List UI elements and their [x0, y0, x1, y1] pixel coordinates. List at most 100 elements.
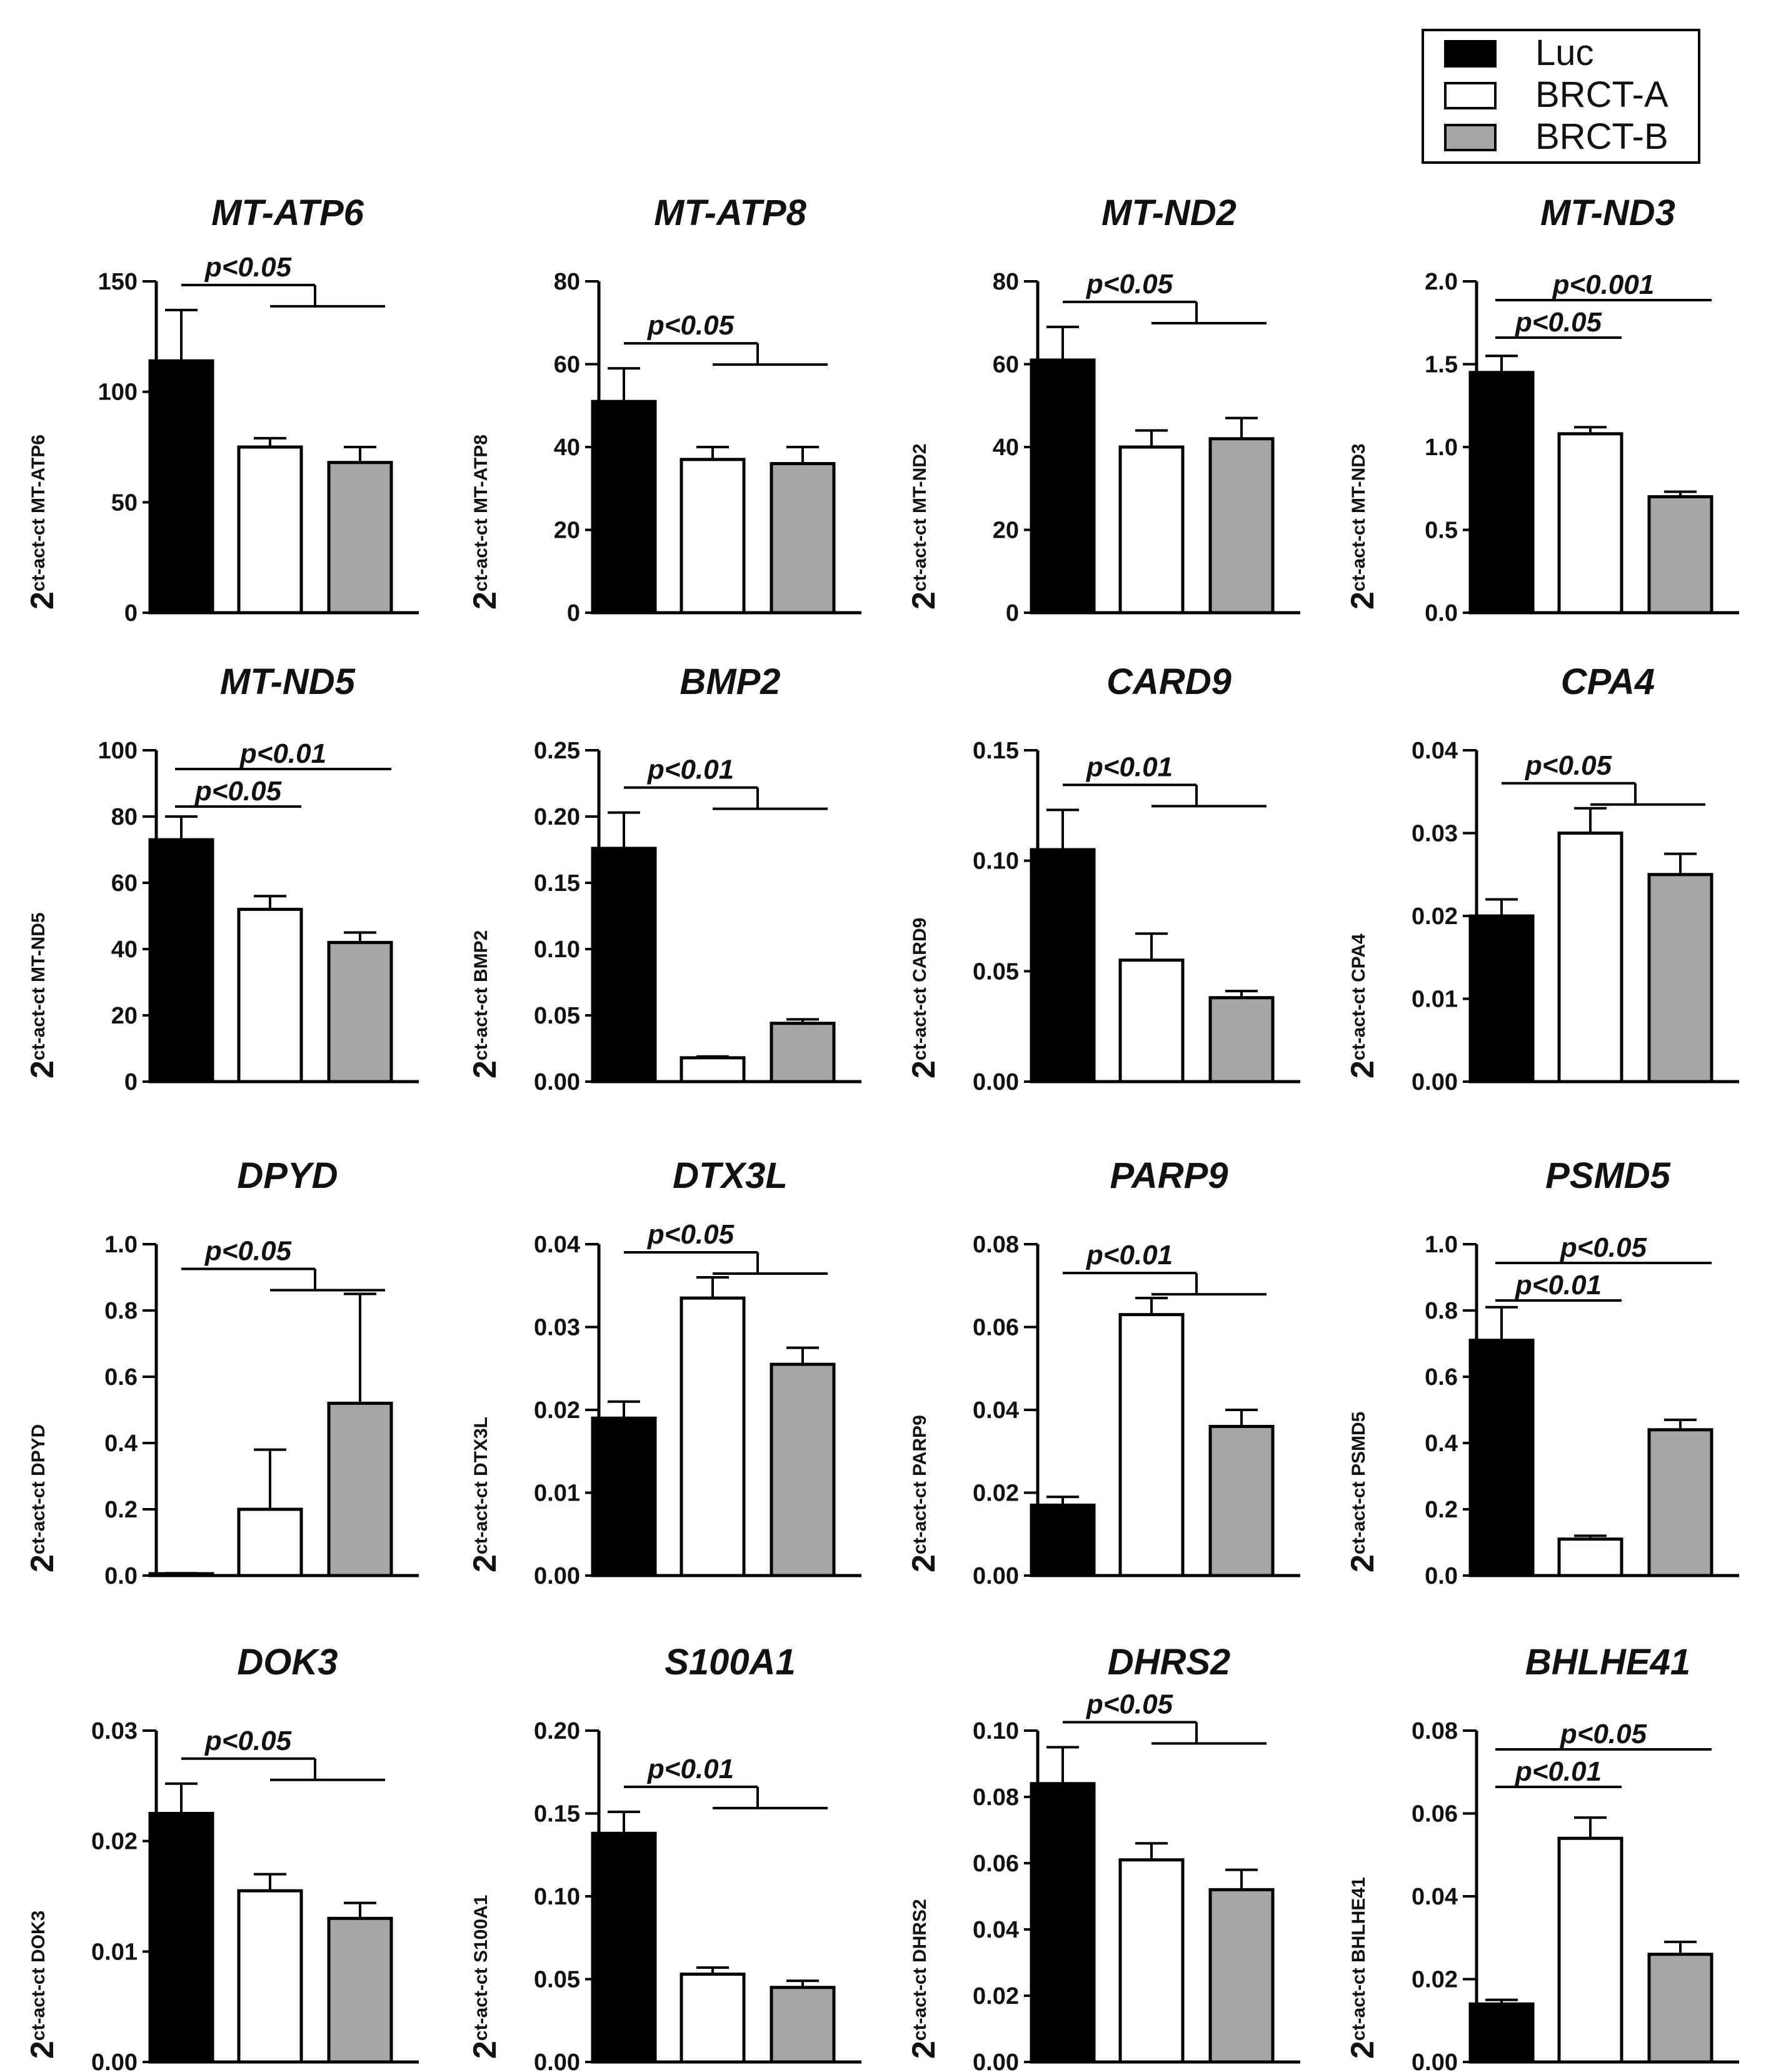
y-tick-label: 0.20 — [534, 804, 580, 830]
bar-brct-b — [1647, 1953, 1713, 2064]
y-tick-label: 40 — [554, 435, 580, 461]
y-tick-label: 0.6 — [1425, 1364, 1458, 1391]
panel-title: MT-ATP8 — [654, 193, 807, 233]
y-axis-label-exponent: ct-act-ct MT-ND3 — [1348, 443, 1369, 591]
y-tick-label: 0 — [124, 1069, 138, 1095]
y-tick-label: 0.01 — [91, 1939, 138, 1965]
y-tick-label: 0.04 — [1412, 738, 1458, 764]
y-axis-label: 2ct-act-ct BHLHE41 — [1345, 1877, 1381, 2059]
y-tick-label: 0.04 — [973, 1397, 1019, 1424]
sig-label: p<0.05 — [194, 776, 282, 807]
y-tick-label: 0.04 — [1412, 1884, 1458, 1910]
bar-luc — [1030, 358, 1096, 615]
y-tick-label: 0 — [1006, 600, 1019, 626]
y-axis-label: 2ct-act-ct CARD9 — [906, 918, 942, 1079]
bar-brct-b — [1647, 495, 1713, 615]
y-axis-label-base: 2 — [1345, 1554, 1381, 1572]
y-tick-label: 0.0 — [1425, 600, 1458, 626]
sig-label: p<0.01 — [1515, 1270, 1602, 1300]
bar-brct-b — [327, 1916, 393, 2064]
y-tick-label: 40 — [993, 435, 1019, 461]
y-axis-label-exponent: ct-act-ct MT-ND2 — [910, 443, 930, 591]
chart-panel-card9: CARD9 0.00 0.05 0.10 0.15 2ct-act-ct CARD9 p<0… — [906, 661, 1300, 1095]
bar-brct-b — [327, 461, 393, 615]
y-axis-label: 2ct-act-ct MT-ND3 — [1345, 443, 1381, 610]
y-tick-label: 150 — [98, 269, 138, 295]
y-tick-label: 0.08 — [1412, 1718, 1458, 1744]
y-tick-label: 40 — [111, 937, 138, 963]
bar-brct-a — [237, 445, 303, 615]
sig-label: p<0.01 — [1086, 752, 1173, 782]
y-tick-label: 20 — [993, 518, 1019, 544]
y-axis-label: 2ct-act-ct DTX3L — [467, 1417, 503, 1572]
bar-brct-b — [770, 1022, 836, 1084]
bar-brct-a — [1557, 432, 1623, 615]
bar-luc — [591, 400, 657, 615]
y-tick-label: 0 — [124, 600, 138, 626]
bar-luc — [148, 838, 214, 1084]
panel-title: DPYD — [237, 1155, 338, 1196]
bar-brct-b — [1208, 437, 1275, 615]
y-tick-label: 0.02 — [973, 1983, 1019, 2009]
y-tick-label: 0.00 — [973, 1069, 1019, 1095]
chart-panel-dok3: DOK3 0.00 0.01 0.02 0.03 2ct-act-ct DOK3 p<0.0… — [24, 1642, 419, 2072]
y-axis-label-exponent: ct-act-ct PSMD5 — [1348, 1412, 1369, 1554]
y-tick-label: 0 — [567, 600, 580, 626]
y-tick-label: 0.03 — [1412, 821, 1458, 847]
sig-label: p<0.05 — [1560, 1719, 1647, 1749]
y-axis-label-base: 2 — [906, 1060, 942, 1079]
y-tick-label: 0.4 — [1425, 1431, 1458, 1457]
bar-brct-a — [1118, 958, 1185, 1084]
y-tick-label: 0.6 — [104, 1364, 138, 1391]
bar-brct-a — [1557, 1836, 1623, 2064]
chart-panel-parp9: PARP9 0.00 0.02 0.04 0.06 0.08 2ct-act-ct PARP… — [906, 1155, 1300, 1589]
y-axis-label: 2ct-act-ct BMP2 — [467, 930, 503, 1079]
bar-luc — [1468, 1339, 1535, 1577]
y-axis-label-base: 2 — [24, 2041, 61, 2059]
y-tick-label: 0.02 — [1412, 1967, 1458, 1993]
y-axis-label: 2ct-act-ct S100A1 — [467, 1895, 503, 2059]
y-axis-label: 2ct-act-ct MT-ATP8 — [467, 435, 503, 610]
y-tick-label: 0.15 — [534, 1801, 580, 1828]
y-axis-label-exponent: ct-act-ct DHRS2 — [910, 1899, 930, 2041]
legend-swatch-brct-a — [1444, 82, 1497, 109]
sig-label: p<0.05 — [204, 1726, 292, 1756]
y-tick-label: 0.04 — [534, 1232, 580, 1258]
y-axis-label-exponent: ct-act-ct PARP9 — [910, 1415, 930, 1554]
legend-swatch-luc — [1444, 40, 1497, 68]
chart-panel-dpyd: DPYD 0.0 0.2 0.4 0.6 0.8 1.0 2ct-act-ct DPYD p<0… — [24, 1155, 419, 1589]
y-tick-label: 0.00 — [973, 1563, 1019, 1589]
y-axis-label: 2ct-act-ct DHRS2 — [906, 1899, 942, 2059]
y-tick-label: 0.10 — [534, 937, 580, 963]
sig-label: p<0.05 — [1086, 269, 1173, 299]
chart-panel-mt-atp6: MT-ATP6 0 50 100 150 2ct-act-ct MT-ATP6 p<0.05 — [24, 193, 419, 626]
y-tick-label: 0.08 — [973, 1784, 1019, 1811]
chart-panel-dhrs2: DHRS2 0.00 0.02 0.04 0.06 0.08 0.10 2ct-act-ct … — [906, 1642, 1300, 2072]
y-tick-label: 1.0 — [1425, 1232, 1458, 1258]
y-tick-label: 0.8 — [1425, 1298, 1458, 1324]
panel-title: PSMD5 — [1545, 1155, 1671, 1196]
y-tick-label: 50 — [111, 490, 138, 516]
chart-panel-dtx3l: DTX3L 0.00 0.01 0.02 0.03 0.04 2ct-act-ct DTX3… — [467, 1155, 861, 1589]
bar-luc — [1030, 1782, 1096, 2064]
panel-title: DHRS2 — [1108, 1642, 1231, 1682]
bar-luc — [1468, 914, 1535, 1084]
sig-label: p<0.001 — [1552, 269, 1655, 300]
y-axis-label-base: 2 — [467, 591, 503, 610]
legend-label-brct-b: BRCT-B — [1535, 116, 1668, 157]
panel-title: CARD9 — [1106, 661, 1232, 702]
y-tick-label: 0.00 — [534, 1563, 580, 1589]
bar-luc — [1468, 2002, 1535, 2064]
y-axis-label-base: 2 — [1345, 591, 1381, 610]
y-axis-label: 2ct-act-ct PSMD5 — [1345, 1412, 1381, 1572]
y-tick-label: 60 — [554, 352, 580, 378]
legend: Luc BRCT-A BRCT-B — [1422, 29, 1700, 164]
bar-brct-b — [327, 940, 393, 1084]
y-tick-label: 0.10 — [973, 848, 1019, 875]
bar-brct-a — [237, 1507, 303, 1577]
y-tick-label: 0.03 — [91, 1718, 138, 1744]
y-tick-label: 0.10 — [973, 1718, 1019, 1744]
y-axis-label: 2ct-act-ct CPA4 — [1345, 933, 1381, 1079]
y-tick-label: 0.00 — [534, 2049, 580, 2072]
